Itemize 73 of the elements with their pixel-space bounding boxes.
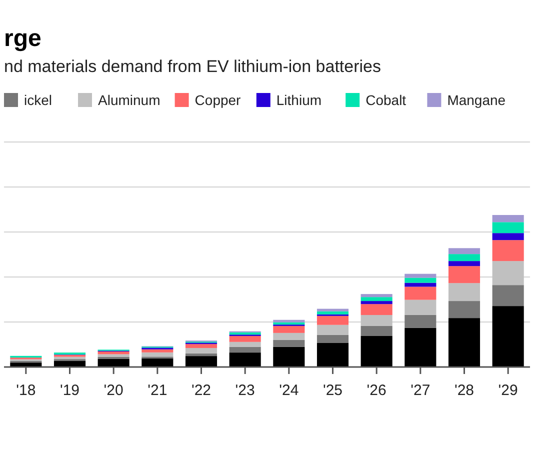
bar — [316, 311, 349, 314]
bar — [316, 334, 349, 343]
bar — [229, 336, 261, 342]
bar — [142, 352, 174, 357]
bar — [142, 349, 174, 352]
bar — [360, 297, 392, 302]
x-tick-label: '28 — [454, 382, 474, 399]
bar — [98, 354, 130, 357]
x-tick-label: '18 — [16, 382, 36, 399]
x-tick-label: '20 — [104, 382, 124, 399]
chart-title: rge — [4, 25, 42, 52]
bar — [229, 346, 261, 353]
bar — [404, 274, 436, 278]
bar — [185, 353, 218, 356]
bar — [360, 315, 392, 326]
bar — [360, 304, 392, 316]
bar — [492, 233, 524, 240]
bar — [98, 351, 130, 354]
bar — [229, 342, 261, 347]
bar — [360, 294, 392, 298]
bar — [185, 348, 218, 354]
bar — [98, 358, 130, 367]
legend-label: ickel — [24, 92, 52, 108]
x-tick-label: '26 — [366, 382, 386, 399]
bar — [229, 352, 261, 367]
bar — [316, 316, 349, 325]
x-tick-label: '23 — [235, 382, 255, 399]
bar — [316, 324, 349, 335]
bar — [185, 344, 218, 348]
bar — [404, 286, 436, 300]
bar — [448, 261, 480, 266]
x-tick-label: '21 — [148, 382, 168, 399]
bar — [142, 358, 174, 367]
bar — [448, 266, 480, 284]
bar — [10, 362, 42, 367]
bar — [316, 308, 349, 312]
legend-label: Cobalt — [366, 92, 406, 108]
bar — [273, 326, 305, 333]
bar — [492, 240, 524, 262]
x-tick-label: '27 — [410, 382, 430, 399]
bar — [492, 222, 524, 234]
x-tick-label: '29 — [498, 382, 518, 399]
bar — [448, 283, 480, 302]
bar — [185, 356, 218, 367]
bar — [492, 215, 524, 222]
x-tick-label: '25 — [322, 382, 343, 399]
bar — [492, 261, 524, 286]
bar — [404, 278, 436, 283]
x-tick-label: '19 — [60, 382, 80, 399]
legend-label: Copper — [194, 92, 242, 108]
bar — [448, 254, 480, 262]
bar — [360, 336, 392, 367]
bar — [273, 346, 305, 367]
bar — [492, 306, 524, 367]
legend-label: Aluminum — [98, 92, 160, 108]
bar — [360, 301, 392, 304]
legend-label: Lithium — [276, 92, 322, 108]
bar — [448, 301, 480, 318]
bar — [492, 285, 524, 306]
bar — [360, 326, 392, 336]
bar — [404, 328, 436, 367]
bar — [404, 314, 436, 328]
chart-subtitle: nd materials demand from EV lithium-ion batteries — [4, 57, 381, 76]
bar — [448, 248, 480, 254]
bar — [273, 340, 305, 347]
bar — [404, 300, 436, 315]
bar — [273, 320, 305, 322]
bar — [316, 342, 349, 367]
bar — [273, 332, 305, 340]
x-tick-label: '22 — [191, 382, 212, 399]
bar — [448, 318, 480, 367]
x-tick-label: '24 — [279, 382, 299, 399]
legend-label: Mangane — [447, 92, 506, 108]
